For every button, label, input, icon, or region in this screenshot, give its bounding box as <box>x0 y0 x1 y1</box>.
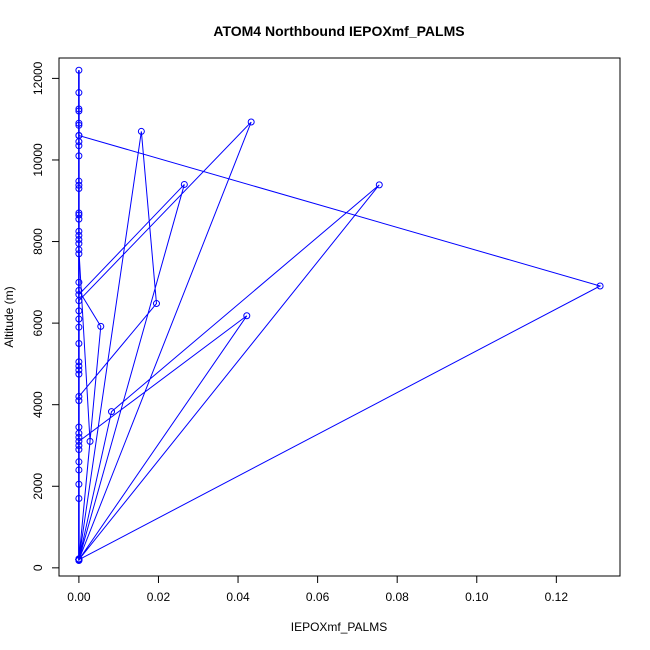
chart-title: ATOM4 Northbound IEPOXmf_PALMS <box>213 23 464 39</box>
data-point <box>75 215 83 223</box>
data-point <box>75 458 83 466</box>
data-point <box>75 362 83 370</box>
data-point <box>75 121 83 129</box>
data-point <box>75 291 83 299</box>
data-point <box>596 282 604 290</box>
y-tick-label: 12000 <box>31 61 45 95</box>
data-point <box>75 105 83 113</box>
data-point <box>75 446 83 454</box>
data-point <box>75 555 83 563</box>
y-axis-label: Altitude (m) <box>2 286 16 347</box>
data-point <box>75 466 83 474</box>
data-point <box>108 408 116 416</box>
series-layer <box>78 70 602 562</box>
data-point <box>75 433 83 441</box>
data-point <box>75 393 83 401</box>
data-point <box>75 397 83 405</box>
data-point <box>243 312 251 320</box>
data-point <box>75 119 83 127</box>
x-tick-label: 0.04 <box>226 590 250 604</box>
x-tick-label: 0.00 <box>67 590 91 604</box>
data-point <box>137 127 145 135</box>
data-point <box>75 340 83 348</box>
data-point <box>180 180 188 188</box>
data-point <box>75 152 83 160</box>
x-tick-label: 0.06 <box>306 590 330 604</box>
data-point <box>75 480 83 488</box>
data-point <box>75 437 83 445</box>
data-point <box>75 323 83 331</box>
data-point <box>75 286 83 294</box>
data-point <box>97 322 105 330</box>
plot-area-frame <box>58 57 621 577</box>
data-point <box>75 240 83 248</box>
data-point <box>75 66 83 74</box>
data-point <box>75 278 83 286</box>
x-axis: 0.00 0.02 0.04 0.06 0.08 0.10 0.12 <box>67 575 569 604</box>
data-point <box>75 370 83 378</box>
data-point <box>75 181 83 189</box>
data-point <box>375 181 383 189</box>
data-point <box>75 495 83 503</box>
data-point <box>75 429 83 437</box>
data-point <box>75 307 83 315</box>
y-axis: 0 2000 4000 6000 8000 10000 12000 <box>31 61 60 571</box>
data-point <box>75 89 83 97</box>
data-point <box>75 366 83 374</box>
x-tick-label: 0.08 <box>386 590 410 604</box>
y-tick-label: 4000 <box>31 391 45 418</box>
x-tick-label: 0.02 <box>147 590 171 604</box>
data-point <box>75 138 83 146</box>
x-tick-label: 0.12 <box>545 590 569 604</box>
y-tick-label: 2000 <box>31 473 45 500</box>
x-tick-label: 0.10 <box>465 590 489 604</box>
data-point <box>247 118 255 126</box>
data-point <box>75 358 83 366</box>
y-tick-label: 0 <box>31 564 45 571</box>
data-point <box>75 185 83 193</box>
data-point <box>75 211 83 219</box>
data-point <box>75 231 83 239</box>
y-tick-label: 8000 <box>31 228 45 255</box>
data-point <box>86 437 94 445</box>
y-tick-label: 6000 <box>31 309 45 336</box>
data-point <box>75 107 83 115</box>
data-point <box>75 227 83 235</box>
points-layer <box>75 66 604 565</box>
data-point <box>75 441 83 449</box>
data-point <box>75 315 83 323</box>
y-tick-label: 10000 <box>31 143 45 177</box>
data-point <box>152 300 160 308</box>
x-axis-label: IEPOXmf_PALMS <box>291 620 387 634</box>
data-point <box>75 177 83 185</box>
data-point <box>75 142 83 150</box>
data-point <box>75 250 83 258</box>
series-line <box>78 70 602 562</box>
data-point <box>75 236 83 244</box>
